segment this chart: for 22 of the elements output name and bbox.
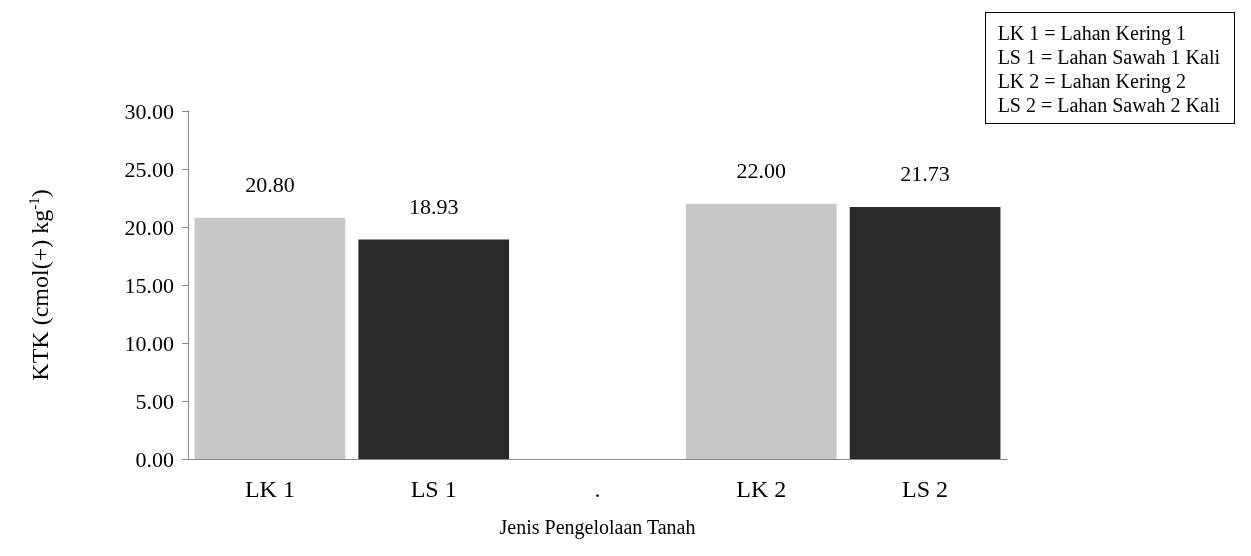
x-tick-label: LK 1	[244, 476, 295, 502]
data-label: 20.80	[245, 172, 295, 198]
text: LK 2 = Lahan Kering 2	[997, 69, 1188, 93]
x-tick-label: LS 1	[410, 476, 457, 502]
data-label: 22.00	[736, 158, 787, 184]
x-tick-label: .	[594, 476, 601, 502]
y-tick-label: 25.00	[124, 156, 174, 182]
text: LS 1 = Lahan Sawah 1 Kali	[997, 45, 1220, 69]
y-tick-label: 0.00	[135, 446, 174, 472]
x-tick-label: LK 2	[736, 476, 787, 502]
x-axis-title: Jenis Pengelolaan Tanah	[499, 516, 696, 539]
y-tick-label: 15.00	[124, 272, 174, 298]
y-tick-label: 20.00	[124, 214, 174, 240]
y-tick-label: 10.00	[124, 330, 174, 356]
data-label: 21.73	[900, 161, 950, 187]
x-tick-label: LS 2	[902, 476, 949, 502]
data-label: 18.93	[408, 193, 459, 219]
text: LK 1 = Lahan Kering 1	[997, 21, 1188, 45]
y-tick-label: 30.00	[124, 98, 174, 124]
annotation: LS 2 = Lahan Sawah 2 Kali	[997, 93, 1220, 117]
y-axis-title: KTK (cmol(+) kg-1)	[25, 189, 53, 381]
y-tick-label: 5.00	[135, 388, 174, 414]
